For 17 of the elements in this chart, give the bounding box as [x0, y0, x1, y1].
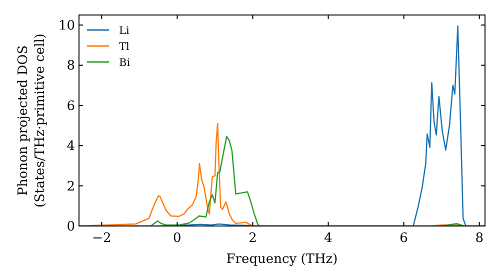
y-tick-label: 6: [66, 98, 75, 114]
y-tick-label: 10: [58, 18, 75, 34]
x-tick-label: 8: [475, 231, 484, 246]
x-tick-label: 6: [400, 231, 408, 246]
x-tick-label: 0: [173, 231, 182, 246]
y-tick-label: 2: [66, 179, 75, 194]
x-tick-label: 2: [248, 231, 257, 246]
y-tick-label: 4: [66, 139, 75, 154]
legend-label: Tl: [119, 41, 130, 53]
y-tick-label: 8: [66, 58, 75, 74]
legend-label: Bi: [119, 57, 131, 69]
x-axis-title: Frequency (THz): [226, 252, 338, 267]
x-tick-label: −2: [92, 231, 112, 246]
y-tick-label: 0: [66, 220, 75, 234]
y-axis-title: Phonon projected DOS (States/THz·primitive cell): [16, 33, 48, 208]
legend-label: Li: [119, 25, 130, 37]
x-tick-label: 4: [324, 231, 332, 246]
